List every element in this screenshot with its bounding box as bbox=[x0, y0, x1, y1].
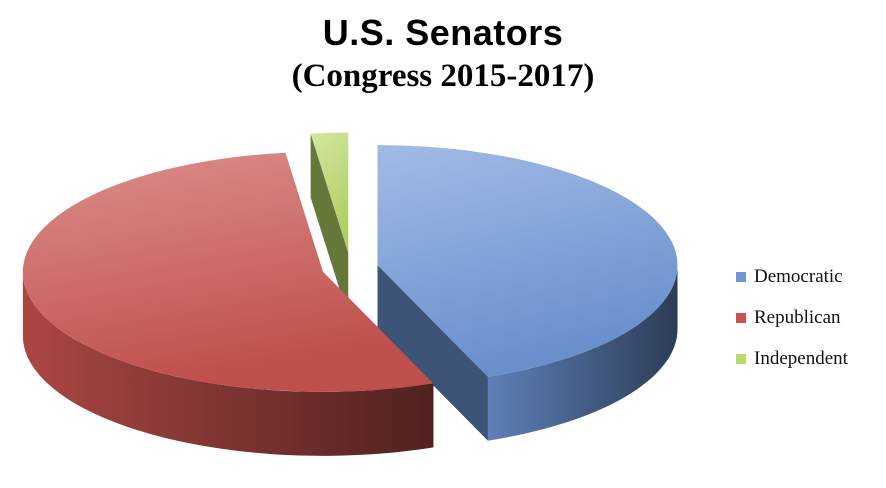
chart-subtitle: (Congress 2015-2017) bbox=[291, 58, 595, 94]
pie-slice-republican bbox=[22, 152, 434, 392]
legend-swatch-independent bbox=[736, 353, 746, 364]
legend: Democratic Republican Independent bbox=[736, 256, 848, 379]
legend-item-republican: Republican bbox=[736, 297, 848, 338]
legend-label-democratic: Democratic bbox=[754, 265, 843, 287]
slice-side-independent bbox=[310, 133, 349, 317]
slice-side-democratic bbox=[377, 265, 678, 441]
legend-item-democratic: Democratic bbox=[736, 256, 848, 297]
pie-slice-independent bbox=[310, 132, 349, 253]
legend-swatch-democratic bbox=[736, 271, 746, 282]
pie-slice-democratic bbox=[377, 145, 678, 377]
legend-swatch-republican bbox=[736, 312, 746, 323]
legend-item-independent: Independent bbox=[736, 338, 848, 379]
legend-label-independent: Independent bbox=[754, 347, 848, 369]
legend-label-republican: Republican bbox=[754, 306, 841, 328]
chart-title: U.S. Senators bbox=[322, 12, 564, 53]
